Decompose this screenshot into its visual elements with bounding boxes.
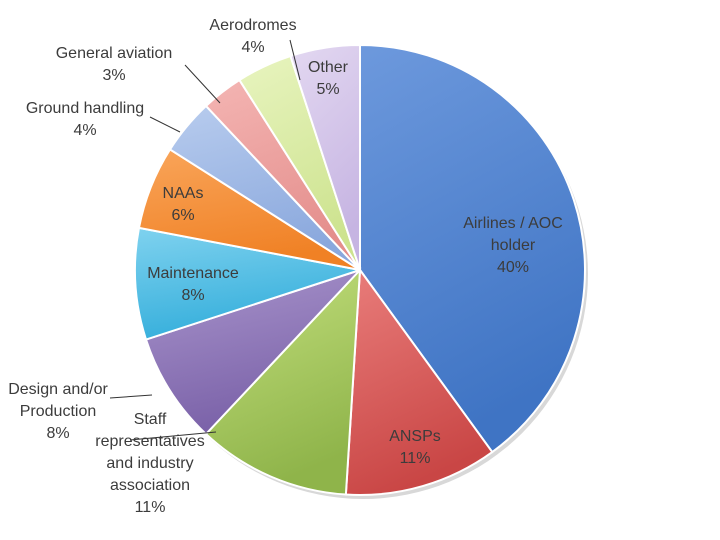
slice-label: Design and/or Production 8% xyxy=(8,381,108,442)
slice-label: Staff representatives and industry associat… xyxy=(95,411,204,516)
slice-name-line: Maintenance xyxy=(147,265,239,282)
pie-slice xyxy=(204,267,362,496)
pie-slice xyxy=(134,226,361,341)
pie-slice xyxy=(289,43,361,271)
slice-label: Maintenance 8% xyxy=(147,265,239,304)
slice-percent: 6% xyxy=(171,207,194,224)
slice-name-line: Airlines / AOC xyxy=(463,215,563,232)
slice-name-line: association xyxy=(110,477,190,494)
slice-percent: 8% xyxy=(181,287,204,304)
slice-label: Other 5% xyxy=(308,59,349,98)
slice-name-line: Aerodromes xyxy=(209,17,296,34)
pie-slice xyxy=(144,269,361,436)
slice-percent: 4% xyxy=(73,122,96,139)
leader-line xyxy=(289,39,301,81)
leader-line xyxy=(129,431,217,441)
slice-percent: 3% xyxy=(102,67,125,84)
slice-name-line: representatives xyxy=(95,433,204,450)
slice-name-line: Staff xyxy=(134,411,167,428)
slice-percent: 5% xyxy=(316,81,339,98)
slice-name-line: Design and/or xyxy=(8,381,108,398)
slice-name-line: General aviation xyxy=(56,45,173,62)
slice-label: General aviation 3% xyxy=(56,45,173,84)
pie-slices xyxy=(134,43,586,496)
slice-name-line: and industry xyxy=(106,455,193,472)
slice-name-line: NAAs xyxy=(163,185,204,202)
slice-percent: 8% xyxy=(46,425,69,442)
slice-percent: 4% xyxy=(241,39,264,56)
slice-name-line: holder xyxy=(491,237,536,254)
slice-label: Aerodromes 4% xyxy=(209,17,296,56)
slice-labels: Airlines / AOC holder 40% ANSPs 11% Staff repr… xyxy=(8,17,563,516)
slice-name-line: Other xyxy=(308,59,349,76)
slice-percent: 40% xyxy=(497,259,529,276)
leader-line xyxy=(109,394,153,399)
slice-label: Ground handling 4% xyxy=(26,100,144,139)
slice-label: ANSPs 11% xyxy=(389,428,441,467)
slice-label: NAAs 6% xyxy=(163,185,204,224)
slice-percent: 11% xyxy=(400,450,431,467)
slice-name-line: Ground handling xyxy=(26,100,144,117)
slice-name-line: Production xyxy=(20,403,97,420)
pie-slice xyxy=(344,267,494,496)
pie-slice xyxy=(359,43,586,454)
slice-label: Airlines / AOC holder 40% xyxy=(463,215,563,276)
leader-line xyxy=(149,116,181,133)
leader-lines xyxy=(109,39,301,441)
slice-percent: 11% xyxy=(135,499,166,516)
leader-line xyxy=(184,64,221,104)
slice-name-line: ANSPs xyxy=(389,428,441,445)
